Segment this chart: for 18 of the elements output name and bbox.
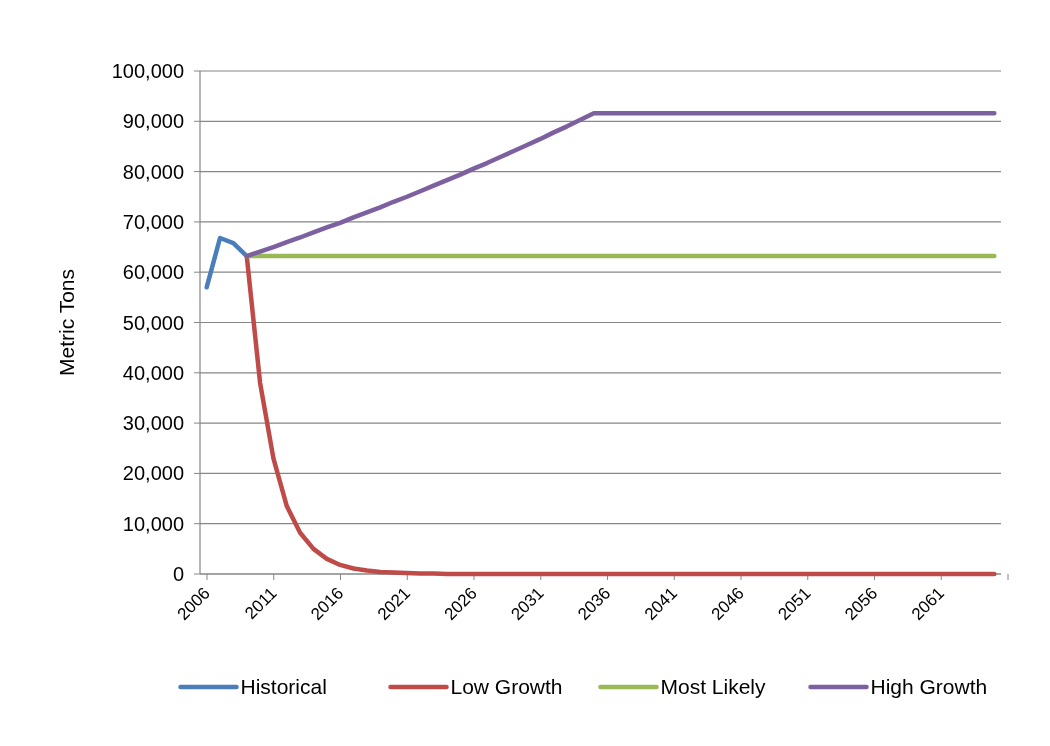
y-tick-label: 20,000 [122, 462, 184, 485]
y-tick-label: 80,000 [122, 160, 184, 183]
line-series [244, 111, 997, 259]
y-tick-label: 10,000 [122, 512, 184, 535]
y-tick-label: 0 [172, 563, 184, 585]
legend-label: Low Growth [450, 675, 563, 699]
legend-label: Historical [240, 675, 327, 699]
line-series [204, 235, 249, 290]
y-tick-label: 90,000 [122, 110, 184, 133]
y-tick-label: 40,000 [122, 361, 184, 384]
y-tick-label: 30,000 [122, 412, 184, 435]
y-tick-label: 100,000 [111, 60, 184, 82]
y-tick-label: 70,000 [122, 210, 184, 233]
y-tick-label: 60,000 [122, 261, 184, 284]
legend-label: High Growth [870, 675, 988, 699]
y-tick-label: 50,000 [122, 311, 184, 334]
y-axis-title: Metric Tons [55, 269, 78, 376]
legend-label: Most Likely [660, 675, 767, 699]
